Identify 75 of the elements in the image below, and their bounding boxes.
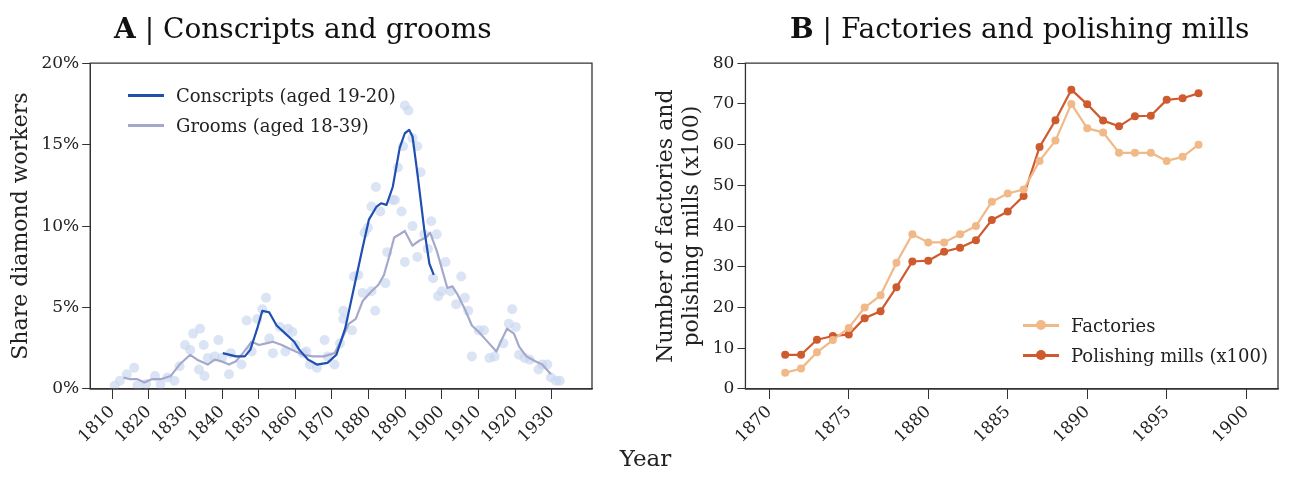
point bbox=[1130, 148, 1139, 157]
y-tick-label: 20% bbox=[41, 51, 80, 72]
point bbox=[860, 314, 869, 323]
point bbox=[828, 336, 837, 345]
legend-label: Conscripts (aged 19-20) bbox=[176, 84, 396, 106]
y-tick-label: 5% bbox=[52, 295, 80, 316]
point bbox=[1146, 111, 1155, 120]
point bbox=[908, 257, 917, 266]
point bbox=[812, 348, 821, 357]
y-axis-title: Share diamond workers bbox=[6, 92, 32, 360]
point bbox=[1035, 143, 1044, 152]
point bbox=[1115, 122, 1124, 131]
point bbox=[797, 350, 806, 359]
point bbox=[892, 283, 901, 292]
point bbox=[908, 230, 917, 239]
point bbox=[781, 350, 790, 359]
y-tick-label: 80 bbox=[712, 51, 735, 72]
point bbox=[1067, 85, 1076, 94]
point bbox=[956, 230, 965, 239]
chart-title: B | Factories and polishing mills bbox=[790, 12, 1250, 45]
point bbox=[797, 364, 806, 373]
point bbox=[940, 238, 949, 247]
y-tick-label: 30 bbox=[712, 255, 735, 276]
point bbox=[1067, 99, 1076, 108]
point bbox=[1051, 116, 1060, 125]
y-tick-label: 70 bbox=[712, 92, 735, 113]
point bbox=[1130, 112, 1139, 121]
y-tick-label: 15% bbox=[41, 133, 80, 154]
y-tick-label: 20 bbox=[712, 295, 735, 316]
point bbox=[860, 303, 869, 312]
y-tick-label: 60 bbox=[712, 133, 735, 154]
point bbox=[844, 323, 853, 332]
point bbox=[1083, 100, 1092, 109]
point bbox=[1162, 156, 1171, 165]
y-axis-title: Number of factories and polishing mills (x100) bbox=[651, 89, 704, 363]
point bbox=[1115, 148, 1124, 157]
point bbox=[1162, 95, 1171, 104]
y-tick-label: 50 bbox=[712, 173, 735, 194]
point bbox=[876, 291, 885, 300]
point bbox=[1019, 185, 1028, 194]
point bbox=[1178, 152, 1187, 161]
point bbox=[781, 368, 790, 377]
point bbox=[971, 222, 980, 231]
point bbox=[956, 243, 965, 252]
point bbox=[987, 197, 996, 206]
point bbox=[1019, 191, 1028, 200]
point bbox=[892, 258, 901, 267]
point bbox=[1146, 148, 1155, 157]
point bbox=[1003, 207, 1012, 216]
y-tick-label: 40 bbox=[712, 214, 735, 235]
legend-label: Grooms (aged 18-39) bbox=[176, 114, 369, 136]
y-tick-label: 10 bbox=[712, 336, 735, 357]
point bbox=[924, 256, 933, 265]
legend-label: Factories bbox=[1070, 314, 1156, 336]
point bbox=[812, 335, 821, 344]
point bbox=[1194, 140, 1203, 149]
y-tick-label: 10% bbox=[41, 214, 80, 235]
point bbox=[971, 236, 980, 245]
chart-title: A | Conscripts and grooms bbox=[114, 12, 492, 45]
point bbox=[987, 215, 996, 224]
point bbox=[1099, 128, 1108, 137]
point bbox=[924, 238, 933, 247]
point bbox=[1099, 116, 1108, 125]
y-tick-label: 0% bbox=[52, 377, 80, 398]
point bbox=[940, 247, 949, 256]
point bbox=[1035, 156, 1044, 165]
point bbox=[1178, 94, 1187, 103]
point bbox=[1083, 124, 1092, 133]
point bbox=[1194, 89, 1203, 98]
y-tick-label: 0 bbox=[723, 377, 735, 398]
legend-label: Polishing mills (x100) bbox=[1070, 344, 1268, 366]
x-axis-title: Year bbox=[618, 445, 673, 471]
point bbox=[876, 307, 885, 316]
point bbox=[1051, 136, 1060, 145]
point bbox=[1003, 189, 1012, 198]
